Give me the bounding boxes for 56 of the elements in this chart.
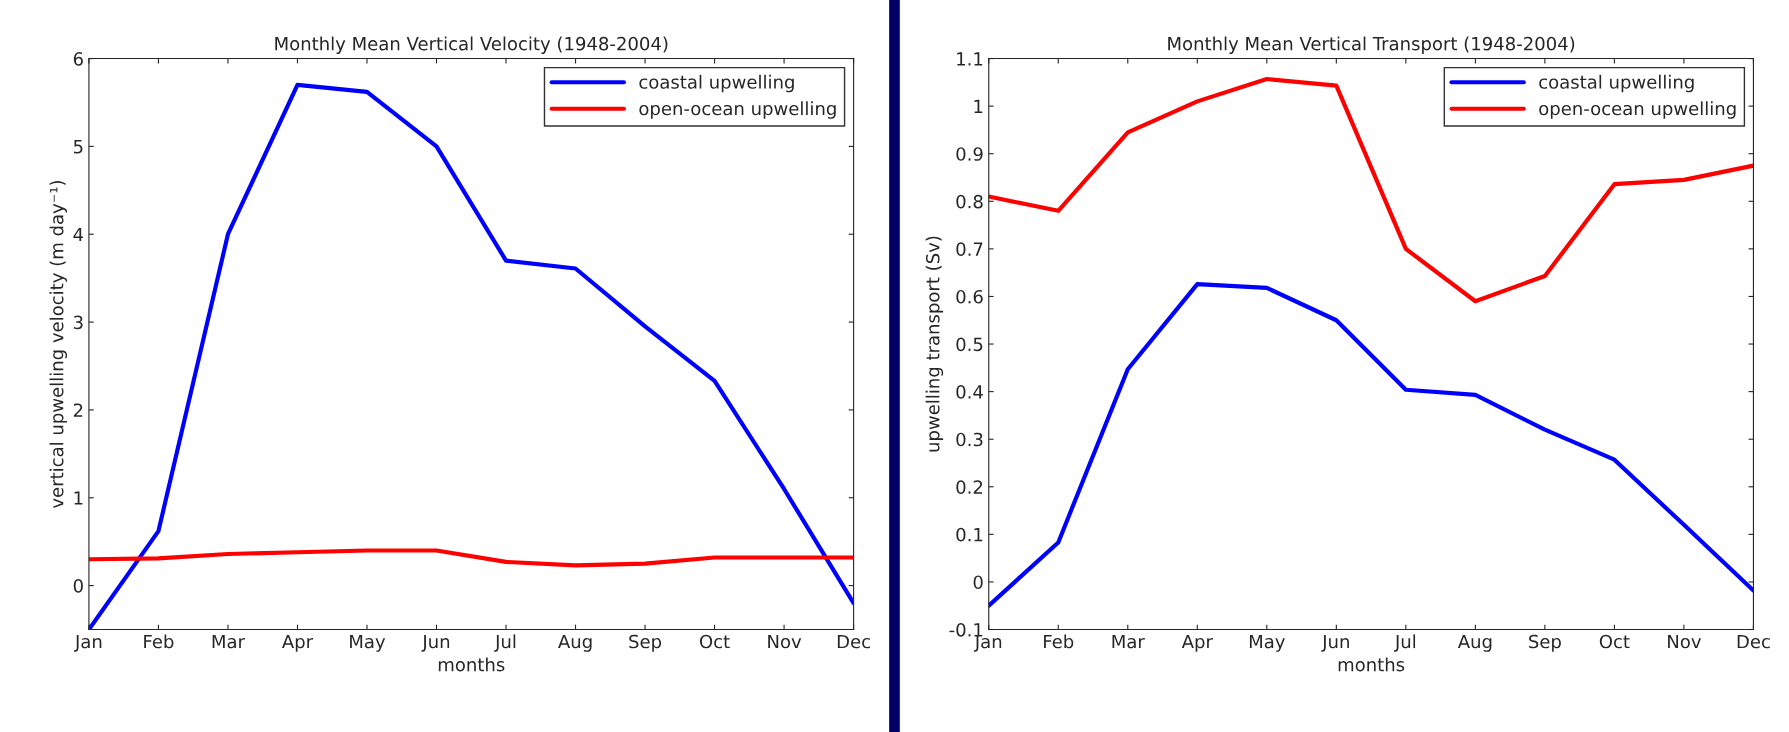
y-tick-label: 2 [73, 403, 83, 417]
legend-label: coastal upwelling [639, 74, 794, 93]
y-tick-label: 0.9 [956, 147, 983, 161]
chart-title: Monthly Mean Vertical Velocity (1948-2004) [275, 36, 668, 54]
x-tick-label: Oct [1599, 634, 1630, 649]
y-tick-label: 0 [73, 579, 83, 593]
x-tick-label: Apr [1181, 634, 1213, 652]
y-tick-label: 0 [973, 575, 983, 590]
legend-label: coastal upwelling [1539, 74, 1694, 93]
x-tick-label: Mar [1112, 634, 1145, 649]
line-series [988, 76, 1754, 304]
x-tick-label: Feb [144, 634, 174, 649]
x-tick-label: Feb [1044, 634, 1074, 649]
y-tick-label: 0.1 [956, 527, 983, 542]
x-tick-label: May [350, 634, 386, 652]
x-tick-label: Jun [421, 634, 450, 652]
y-axis-title: upwelling transport (Sv) [925, 236, 944, 452]
x-tick-label: Nov [768, 634, 802, 649]
chart-title: Monthly Mean Vertical Transport (1948-2004) [1168, 36, 1575, 54]
line-series [88, 548, 854, 568]
y-tick-label: 1.1 [957, 52, 983, 66]
x-tick-label: Dec [837, 634, 870, 649]
x-tick-label: Dec [1737, 634, 1770, 649]
y-tick-label: 0.2 [956, 480, 983, 494]
x-tick-label: Oct [699, 634, 730, 649]
y-axis-title: vertical upwelling velocity (m day⁻¹) [49, 180, 68, 509]
x-tick-label: Jul [494, 634, 516, 652]
x-axis-title: months [1338, 657, 1405, 672]
y-tick-label: 6 [73, 52, 83, 66]
y-tick-label: 4 [73, 227, 84, 242]
legend-label: open-ocean upwelling [639, 101, 836, 119]
x-tick-label: Sep [629, 634, 662, 652]
x-tick-label: Sep [1529, 634, 1561, 652]
y-tick-label: 1 [974, 99, 983, 113]
y-tick-label: 0.7 [956, 242, 983, 256]
y-tick-label: 0.3 [956, 432, 983, 447]
x-tick-label: May [1249, 634, 1285, 652]
y-tick-label: 3 [73, 315, 83, 330]
y-tick-label: 0.6 [956, 289, 983, 304]
x-axis-title: months [438, 657, 505, 672]
x-tick-label: Apr [281, 634, 314, 652]
x-tick-label: Nov [1668, 634, 1701, 649]
x-tick-label: Jul [1394, 634, 1416, 652]
y-tick-label: 0.8 [956, 194, 983, 209]
x-tick-label: Mar [212, 634, 245, 649]
y-tick-label: 0.4 [956, 385, 983, 399]
x-tick-label: Aug [1457, 634, 1492, 652]
y-tick-label: 1 [74, 491, 83, 505]
legend-label: open-ocean upwelling [1539, 101, 1736, 119]
x-tick-label: Aug [558, 634, 592, 652]
line-series [988, 282, 1754, 608]
y-tick-label: -0.1 [949, 622, 983, 637]
y-tick-label: 0.5 [956, 337, 983, 352]
y-tick-label: 5 [73, 140, 83, 154]
x-tick-label: Jun [1321, 634, 1349, 652]
x-tick-label: Jan [74, 634, 102, 652]
